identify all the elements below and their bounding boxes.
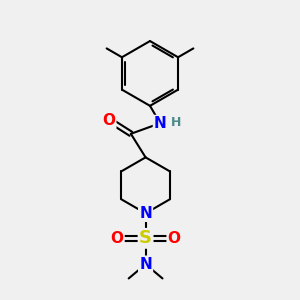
Text: N: N [139,206,152,221]
Text: N: N [154,116,167,131]
Text: S: S [139,229,152,247]
Text: O: O [102,113,115,128]
Text: O: O [168,231,181,246]
Text: O: O [110,231,124,246]
Text: N: N [139,257,152,272]
Text: H: H [171,116,182,128]
